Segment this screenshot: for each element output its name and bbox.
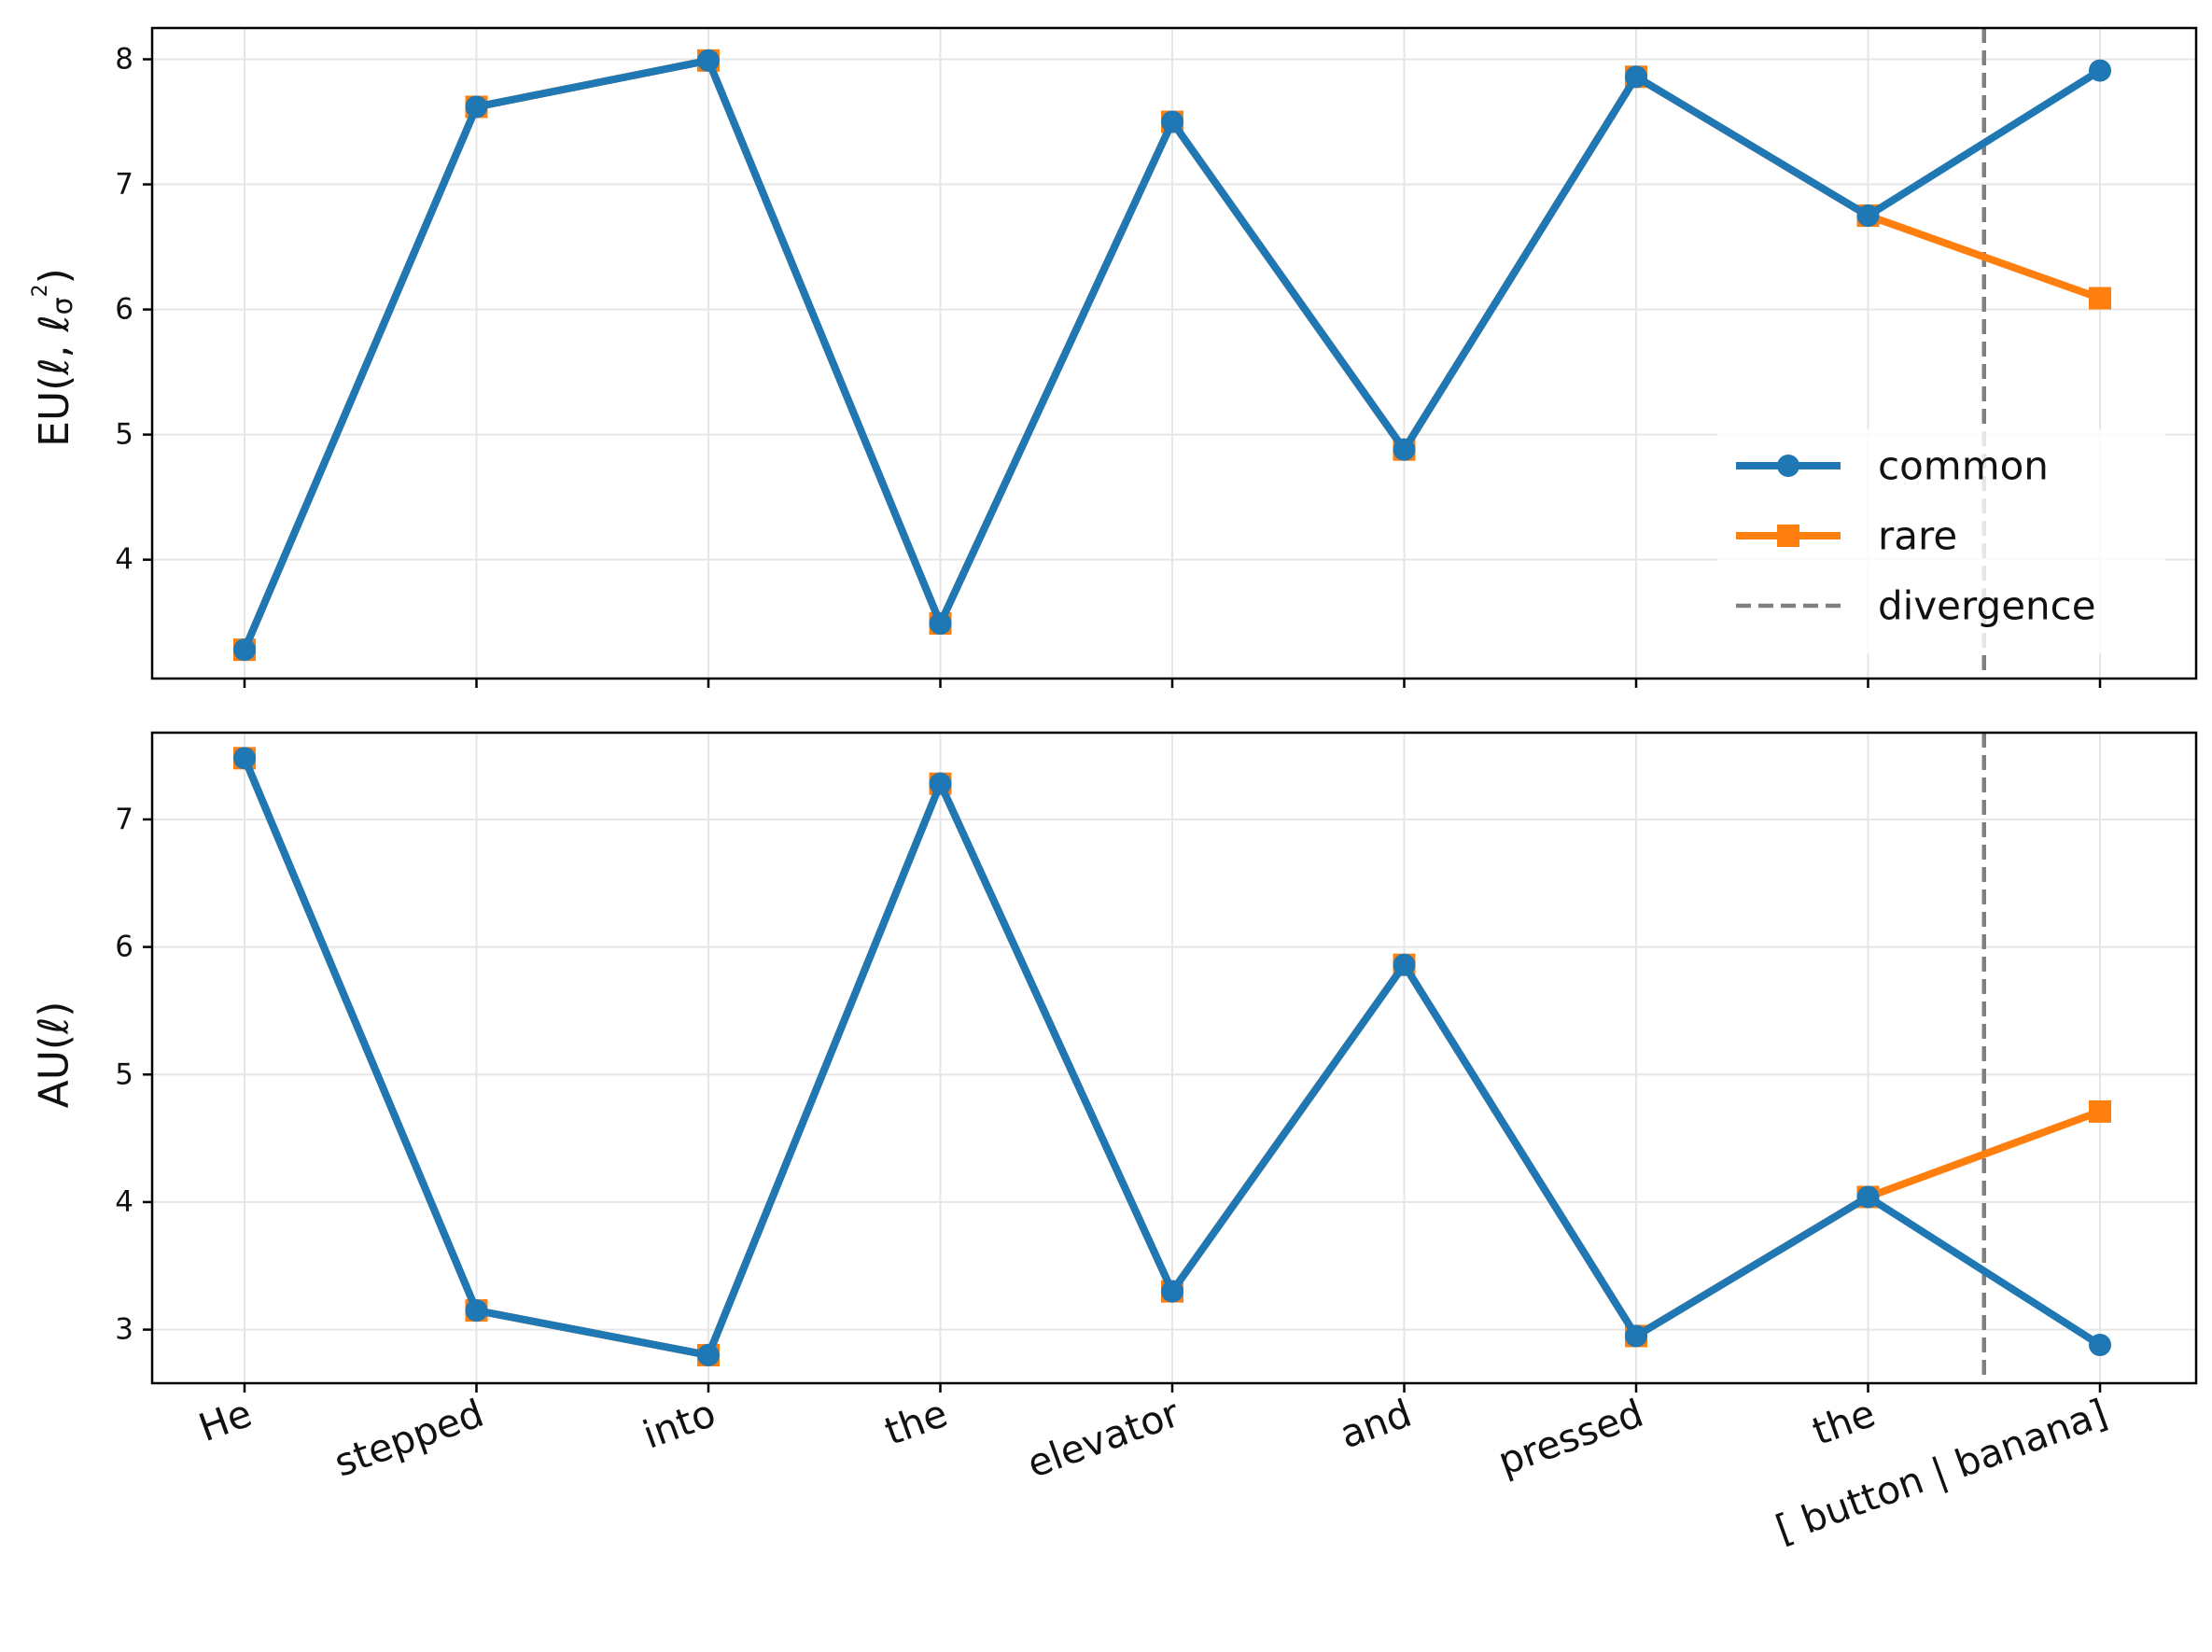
point-common [1393, 953, 1416, 976]
point-common [1625, 65, 1647, 89]
point-common [1161, 1280, 1183, 1303]
point-common [697, 1343, 720, 1366]
legend-common-marker [1777, 455, 1799, 477]
point-rare [2089, 1099, 2111, 1123]
point-common [233, 747, 256, 770]
point-common [1161, 110, 1183, 133]
top-y-axis-label: EU(ℓ, ℓσ2) [29, 268, 79, 447]
y-tick-label: 3 [115, 1313, 133, 1347]
bottom-y-ticks: 3 4 5 6 7 [115, 803, 152, 1347]
point-common [1856, 1185, 1880, 1209]
top-x-ticks [243, 679, 2102, 688]
point-common [1856, 204, 1880, 228]
y-tick-label: 5 [115, 418, 133, 452]
point-common [2089, 1334, 2111, 1356]
y-tick-label: 7 [115, 803, 133, 836]
bottom-x-ticks [243, 1383, 2102, 1393]
legend-label-rare: rare [1878, 513, 1957, 559]
bottom-series [233, 747, 2111, 1366]
point-common [1625, 1324, 1647, 1348]
legend-rare-marker [1777, 525, 1799, 547]
point-rare [2089, 287, 2111, 310]
top-panel-eu: 4 5 6 7 8 EU(ℓ, ℓσ2) common rare divergence [29, 26, 2198, 688]
legend-entry-divergence: divergence [1736, 583, 2096, 629]
point-common [2089, 59, 2111, 82]
top-axes-frame [150, 26, 2198, 680]
point-common [465, 1299, 488, 1323]
top-series [233, 49, 2111, 662]
y-tick-label: 8 [115, 43, 133, 77]
point-common [1393, 438, 1416, 461]
legend-label-divergence: divergence [1878, 583, 2096, 629]
top-y-ticks: 4 5 6 7 8 [115, 43, 152, 577]
point-common [697, 49, 720, 72]
y-tick-label: 6 [115, 293, 133, 327]
y-tick-label: 6 [115, 931, 133, 964]
y-tick-label: 4 [115, 1185, 133, 1219]
bottom-y-axis-label: AU(ℓ) [31, 1001, 78, 1109]
bottom-grid [152, 733, 2196, 1383]
y-tick-label: 7 [115, 168, 133, 202]
bottom-panel-au: 3 4 5 6 7 AU(ℓ) [31, 731, 2198, 1393]
point-common [929, 612, 952, 636]
legend: common rare divergence [1717, 429, 2165, 653]
legend-entry-rare: rare [1736, 513, 1957, 559]
point-common [929, 772, 952, 795]
legend-entry-common: common [1736, 443, 2049, 489]
bottom-axes-frame [150, 731, 2198, 1385]
y-tick-label: 4 [115, 543, 133, 577]
legend-label-common: common [1878, 443, 2049, 489]
point-common [233, 638, 256, 662]
point-common [465, 95, 488, 119]
y-tick-label: 5 [115, 1057, 133, 1091]
